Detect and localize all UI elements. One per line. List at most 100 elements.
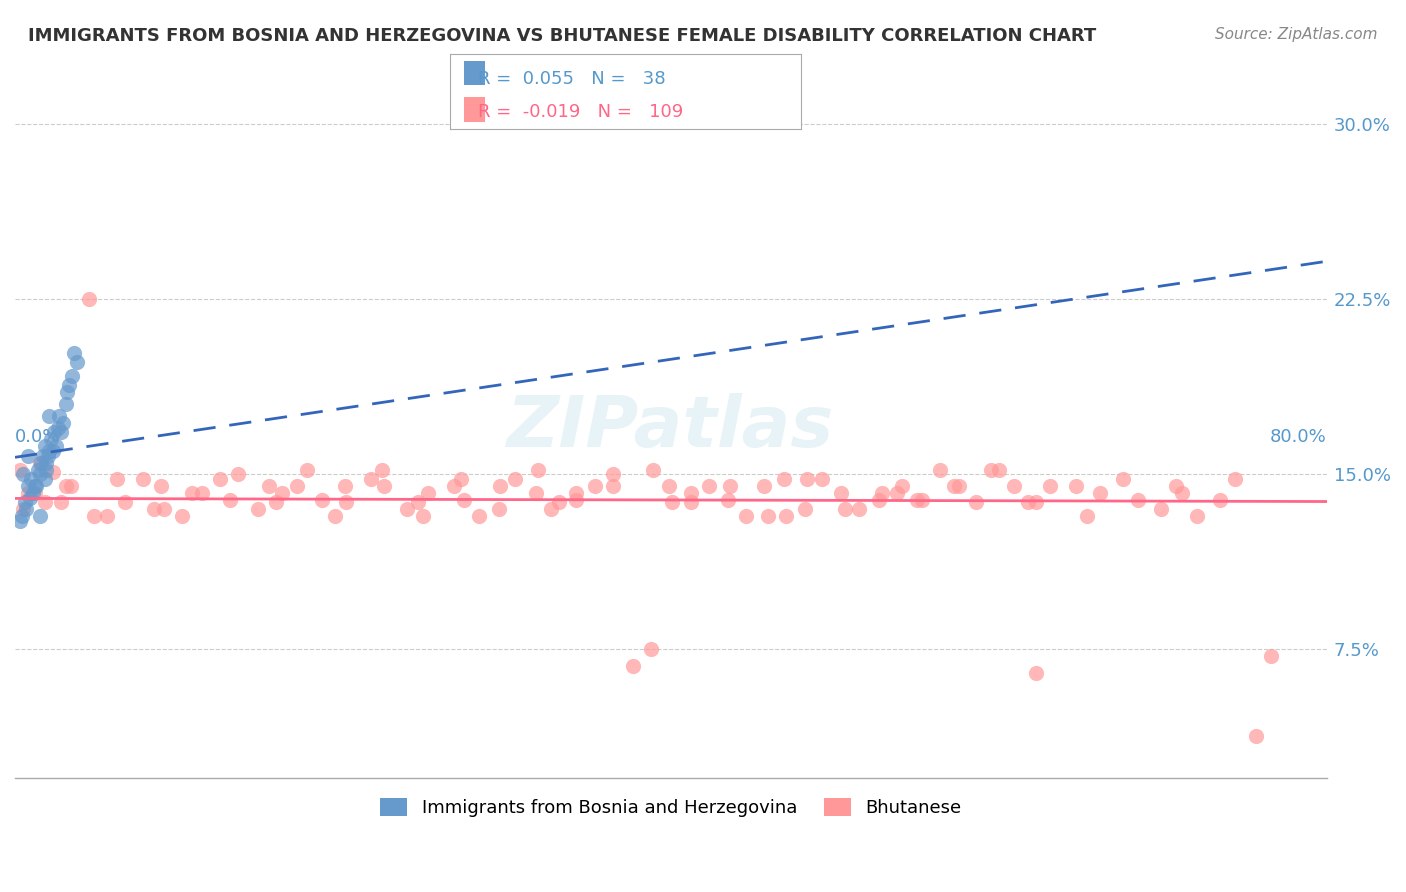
Point (453, 492, 475, 507)
Point (55, 397, 77, 411)
Point (373, 479, 395, 493)
Point (640, 642, 662, 657)
Point (105, 472, 128, 486)
Point (295, 462, 318, 476)
Point (621, 658, 644, 673)
Point (810, 472, 832, 486)
Point (55, 479, 77, 493)
Text: R =  -0.019   N =   109: R = -0.019 N = 109 (478, 103, 683, 120)
Point (1185, 509, 1208, 524)
Point (503, 472, 526, 486)
Point (754, 479, 776, 493)
Point (83, 509, 105, 524)
Bar (464, 62, 485, 86)
Point (28, 509, 51, 524)
Point (17, 449, 39, 463)
Point (943, 479, 966, 493)
Point (488, 502, 510, 516)
Point (149, 479, 172, 493)
Point (548, 495, 571, 509)
Point (38, 443, 60, 458)
Point (11, 502, 34, 516)
Point (333, 479, 356, 493)
Point (58, 378, 80, 392)
Text: R =  0.055   N =   38: R = 0.055 N = 38 (478, 70, 665, 87)
Point (285, 479, 308, 493)
Point (17, 479, 39, 493)
Point (28, 456, 51, 470)
Point (395, 502, 418, 516)
Point (602, 467, 624, 482)
Point (443, 479, 465, 493)
Point (172, 509, 194, 524)
Point (77, 292, 100, 306)
Point (41, 465, 63, 479)
Point (264, 495, 287, 509)
Point (1150, 502, 1173, 516)
Point (641, 462, 664, 476)
Point (24, 486, 46, 500)
Point (27, 462, 49, 476)
Point (1223, 472, 1246, 486)
Point (735, 509, 758, 524)
Point (371, 462, 394, 476)
Point (1076, 509, 1098, 524)
Point (39, 432, 62, 446)
Point (38, 409, 60, 423)
Point (1209, 492, 1232, 507)
Point (987, 462, 1010, 476)
Point (1260, 649, 1282, 664)
Point (468, 509, 491, 524)
Point (1164, 479, 1187, 493)
Point (35, 456, 58, 470)
Point (830, 486, 852, 500)
Point (46, 420, 69, 434)
Point (1017, 495, 1039, 509)
Point (527, 462, 550, 476)
Text: IMMIGRANTS FROM BOSNIA AND HERZEGOVINA VS BHUTANESE FEMALE DISABILITY CORRELATIO: IMMIGRANTS FROM BOSNIA AND HERZEGOVINA V… (28, 27, 1097, 45)
Text: Source: ZipAtlas.com: Source: ZipAtlas.com (1215, 27, 1378, 42)
Point (1126, 492, 1149, 507)
Point (44, 425, 66, 439)
Point (1171, 486, 1194, 500)
Point (25, 479, 48, 493)
Point (49, 495, 72, 509)
Point (15, 502, 38, 516)
Legend: Immigrants from Bosnia and Herzegovina, Bhutanese: Immigrants from Bosnia and Herzegovina, … (373, 790, 969, 824)
Point (30, 456, 52, 470)
Point (96, 509, 118, 524)
Point (658, 479, 681, 493)
Point (583, 479, 606, 493)
Point (49, 425, 72, 439)
Bar (464, 97, 485, 122)
Point (540, 502, 562, 516)
Point (218, 492, 240, 507)
Point (56, 385, 79, 400)
Point (20, 472, 42, 486)
Point (8, 462, 31, 476)
Point (796, 472, 818, 486)
Point (872, 486, 894, 500)
Point (602, 479, 624, 493)
Point (450, 472, 472, 486)
Point (11, 467, 34, 482)
Point (18, 491, 41, 505)
Point (891, 479, 914, 493)
Point (965, 495, 987, 509)
Point (60, 369, 83, 384)
Point (418, 486, 440, 500)
Point (257, 479, 280, 493)
Point (31, 449, 53, 463)
Point (48, 409, 70, 423)
Point (191, 486, 214, 500)
Point (1025, 495, 1047, 509)
Point (775, 509, 797, 524)
Point (51, 416, 73, 430)
Point (948, 479, 970, 493)
Point (226, 467, 249, 482)
Point (323, 509, 346, 524)
Point (489, 479, 512, 493)
Point (1244, 729, 1267, 743)
Point (66, 355, 89, 369)
Point (868, 492, 890, 507)
